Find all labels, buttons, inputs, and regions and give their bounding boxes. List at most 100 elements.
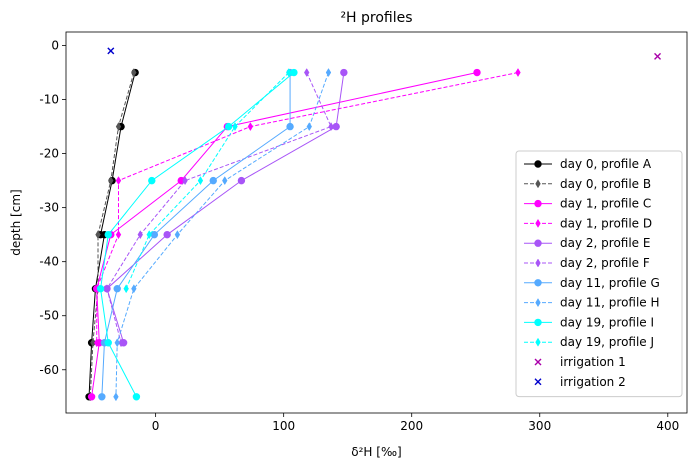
legend-label: irrigation 1 xyxy=(560,355,626,369)
series-day-2-profile-e xyxy=(103,68,348,347)
legend-label: day 0, profile B xyxy=(560,177,651,191)
series-day-2-profile-f xyxy=(104,68,334,348)
legend-item-irrigation-1: irrigation 1 xyxy=(534,355,626,369)
legend-label: day 2, profile F xyxy=(560,256,650,270)
data-point-day-0-profile-b xyxy=(115,122,122,132)
data-point-day-11-profile-g xyxy=(150,230,159,239)
data-point-day-19-profile-i xyxy=(148,176,156,185)
data-point-day-2-profile-e xyxy=(340,68,348,77)
data-point-day-2-profile-e xyxy=(332,122,340,131)
legend-label: day 1, profile D xyxy=(560,216,652,230)
legend-marker xyxy=(535,218,541,228)
legend-item-day-11-profile-g: day 11, profile G xyxy=(524,276,660,290)
legend-item-day-1-profile-c: day 1, profile C xyxy=(524,197,651,211)
data-point-day-1-profile-d xyxy=(247,122,254,132)
y-tick-label: -40 xyxy=(39,255,59,269)
legend-item-day-2-profile-f: day 2, profile F xyxy=(524,256,650,270)
data-point-day-0-profile-b xyxy=(131,68,137,78)
y-tick-label: 0 xyxy=(51,39,59,53)
data-point-day-2-profile-e xyxy=(163,230,171,239)
y-tick-label: -60 xyxy=(39,363,59,377)
legend-label: day 0, profile A xyxy=(560,157,652,171)
series-day-19-profile-j xyxy=(123,68,292,294)
data-point-day-1-profile-c xyxy=(87,393,96,401)
axes: 0 100 200 300 400 0 -10 -20 -30 -40 -50 -60 xyxy=(39,31,688,433)
series-day-11-profile-h xyxy=(113,68,332,402)
data-point-day-11-profile-h xyxy=(174,230,181,240)
x-tick-label: 0 xyxy=(152,419,160,433)
data-point-day-11-profile-h xyxy=(325,68,332,78)
x-tick-label: 200 xyxy=(400,419,423,433)
x-tick-label: 100 xyxy=(272,419,295,433)
y-tick-label: -30 xyxy=(39,201,59,215)
legend-marker xyxy=(535,337,541,347)
data-point-day-19-profile-j xyxy=(232,122,238,132)
legend-item-day-1-profile-d: day 1, profile D xyxy=(524,216,652,230)
data-point-day-11-profile-g xyxy=(209,176,217,185)
data-point-day-19-profile-i xyxy=(104,339,112,347)
legend-label: day 1, profile C xyxy=(560,197,651,211)
plot-frame xyxy=(65,31,688,414)
data-point-day-2-profile-f xyxy=(328,122,334,132)
legend-label: day 2, profile E xyxy=(560,236,650,250)
legend-label: day 19, profile J xyxy=(560,335,654,349)
data-point-day-11-profile-h xyxy=(131,284,137,294)
series-day-19-profile-i xyxy=(96,68,298,401)
series-line-day-2-profile-f xyxy=(106,72,332,343)
series-line-day-11-profile-g xyxy=(101,72,291,397)
y-tick-label: -50 xyxy=(39,309,59,323)
y-tick-label: -10 xyxy=(39,93,59,107)
legend-label: irrigation 2 xyxy=(560,375,626,389)
data-point-day-19-profile-j xyxy=(197,176,204,186)
data-point-day-1-profile-d xyxy=(515,68,521,78)
series-irrigation-1 xyxy=(654,52,662,60)
data-point-day-19-profile-i xyxy=(132,393,141,401)
plot-area xyxy=(85,47,662,402)
data-point-day-0-profile-b xyxy=(95,230,101,240)
data-point-day-0-profile-b xyxy=(90,338,96,348)
legend-marker xyxy=(534,239,542,247)
data-point-day-11-profile-h xyxy=(113,392,119,402)
x-axis-label: δ²H [‰] xyxy=(351,445,401,459)
data-point-day-11-profile-h xyxy=(114,338,120,348)
data-point-day-1-profile-c xyxy=(473,68,481,77)
data-point-day-19-profile-i xyxy=(290,68,298,77)
data-point-day-2-profile-f xyxy=(118,338,124,348)
y-axis-label: depth [cm] xyxy=(9,189,23,255)
data-point-day-11-profile-h xyxy=(222,176,228,186)
data-point-day-2-profile-f xyxy=(304,68,310,78)
data-point-day-19-profile-j xyxy=(146,230,152,240)
data-point-day-0-profile-b xyxy=(108,176,114,186)
legend-item-day-0-profile-b: day 0, profile B xyxy=(524,177,651,191)
data-point-day-2-profile-f xyxy=(182,176,188,186)
legend-marker xyxy=(534,378,542,386)
series-day-1-profile-d xyxy=(94,68,521,348)
legend-item-irrigation-2: irrigation 2 xyxy=(534,375,626,389)
data-point-day-19-profile-i xyxy=(224,122,233,131)
legend-item-day-19-profile-j: day 19, profile J xyxy=(524,335,654,349)
legend-label: day 11, profile H xyxy=(560,296,660,310)
data-point-day-1-profile-d xyxy=(115,176,122,186)
data-point-day-2-profile-f xyxy=(104,284,110,294)
data-point-day-1-profile-d xyxy=(115,230,122,240)
x-tick-label: 300 xyxy=(528,419,551,433)
legend-box xyxy=(515,150,683,398)
legend-marker xyxy=(535,258,541,268)
legend-marker xyxy=(534,160,542,168)
data-point-day-11-profile-g xyxy=(113,285,121,293)
data-point-irrigation-1 xyxy=(654,52,662,60)
series-line-day-1-profile-d xyxy=(96,72,519,343)
legend-label: day 19, profile I xyxy=(560,315,654,329)
x-tick-label: 400 xyxy=(656,419,679,433)
data-point-day-19-profile-j xyxy=(286,68,292,78)
data-point-day-11-profile-g xyxy=(286,122,294,131)
data-point-irrigation-2 xyxy=(107,47,115,55)
data-point-day-11-profile-g xyxy=(98,393,106,401)
legend-marker xyxy=(534,318,542,327)
data-point-day-19-profile-i xyxy=(96,285,105,293)
data-point-day-2-profile-f xyxy=(137,230,143,240)
legend-marker xyxy=(534,358,542,366)
legend-marker xyxy=(535,298,541,308)
legend-item-day-19-profile-i: day 19, profile I xyxy=(524,315,654,329)
